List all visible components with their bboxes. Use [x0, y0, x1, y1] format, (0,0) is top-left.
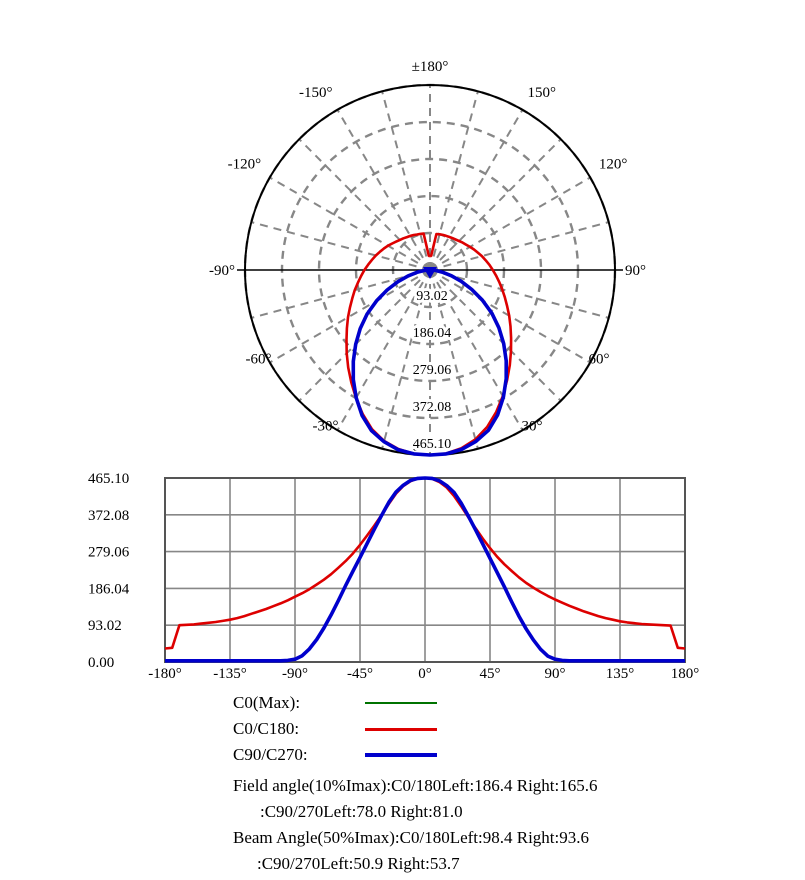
cartesian-series-C90/C270 [165, 476, 685, 663]
polar-spoke [429, 176, 591, 271]
polar-spoke [381, 269, 431, 449]
polar-angle-label: 90° [625, 263, 646, 279]
legend-label-c0-c180: C0/C180: [233, 719, 300, 738]
beam-angle-c0-line: Beam Angle(50%Imax):C0/180Left:98.4 Righ… [233, 828, 590, 847]
polar-angle-label: 150° [528, 85, 557, 101]
polar-spoke [429, 138, 562, 271]
polar-spoke [429, 269, 609, 319]
polar-angle-label: -150° [299, 85, 333, 101]
x-axis-label: -180° [148, 666, 182, 682]
polar-angle-label: 0° [412, 439, 426, 455]
legend-label-c0max: C0(Max): [233, 693, 301, 712]
x-axis-label: 90° [545, 666, 566, 682]
legend-label-c90-c270: C90/C270: [233, 745, 308, 764]
polar-radial-label: 93.02 [416, 289, 448, 304]
polar-chart: ±180° -150° 150° -120° 120° -90° 90° -60° 60° -30… [209, 59, 646, 457]
legend-row-c0max: C0(Max): [233, 690, 437, 716]
legend-row-c90-c270: C90/C270: [233, 742, 437, 768]
y-axis-label: 186.04 [88, 581, 130, 597]
field-angle-c0-line: Field angle(10%Imax):C0/180Left:186.4 Ri… [233, 776, 598, 795]
polar-spoke [298, 138, 431, 271]
y-axis-label: 279.06 [88, 545, 130, 561]
polar-radial-label: 465.10 [413, 437, 452, 452]
polar-radial-label: 372.08 [413, 400, 452, 415]
polar-angle-label: -120° [228, 157, 262, 173]
beam-angle-c90-line: :C90/270Left:50.9 Right:53.7 [257, 854, 460, 873]
polar-spoke [336, 269, 431, 431]
polar-angle-label: -30° [313, 419, 339, 435]
y-axis-label: 465.10 [88, 471, 129, 487]
polar-angle-label: -90° [209, 263, 235, 279]
polar-angle-label: ±180° [412, 59, 449, 75]
polar-spoke [429, 91, 479, 271]
x-axis-label: -135° [213, 666, 247, 682]
legend-line-sample-c0max [365, 702, 437, 704]
polar-spoke [429, 269, 591, 364]
polar-spoke [429, 269, 524, 431]
y-axis-label: 0.00 [88, 655, 114, 671]
polar-spoke [251, 269, 431, 319]
polar-spoke [269, 269, 431, 364]
charts-canvas: ±180° -150° 150° -120° 120° -90° 90° -60° 60° -30… [88, 59, 699, 682]
polar-center-marker [423, 267, 437, 279]
polar-radial-label: 279.06 [413, 363, 452, 378]
legend-line-sample-c90-c270 [365, 753, 437, 757]
x-axis-label: 0° [418, 666, 432, 682]
polar-spoke [269, 176, 431, 271]
polar-radial-label: 186.04 [413, 326, 452, 341]
legend: C0(Max): C0/C180: C90/C270: [233, 690, 437, 768]
polar-spoke [381, 91, 431, 271]
legend-row-c0-c180: C0/C180: [233, 716, 437, 742]
y-axis-label: 93.02 [88, 618, 122, 634]
polar-angle-label: 30° [522, 419, 543, 435]
polar-spoke [251, 221, 431, 271]
field-angle-c90-line: :C90/270Left:78.0 Right:81.0 [260, 802, 463, 821]
x-axis-label: 180° [671, 666, 700, 682]
legend-line-sample-c0-c180 [365, 727, 437, 731]
polar-spoke [298, 269, 431, 402]
polar-spoke [429, 269, 479, 449]
polar-spoke [429, 269, 562, 402]
x-axis-label: 135° [606, 666, 635, 682]
y-axis-label: 372.08 [88, 508, 129, 524]
polar-spoke [336, 109, 431, 271]
x-axis-label: -45° [347, 666, 373, 682]
cartesian-chart: -180° -135° -90° -45° 0° 45° 90° 135° 180° 465.10… [88, 471, 699, 682]
polar-angle-label: -60° [246, 352, 272, 368]
polar-spoke [429, 109, 524, 271]
polar-angle-label: 120° [599, 157, 628, 173]
x-axis-label: -90° [282, 666, 308, 682]
polar-angle-label: 60° [589, 352, 610, 368]
polar-spoke [429, 221, 609, 271]
x-axis-label: 45° [480, 666, 501, 682]
